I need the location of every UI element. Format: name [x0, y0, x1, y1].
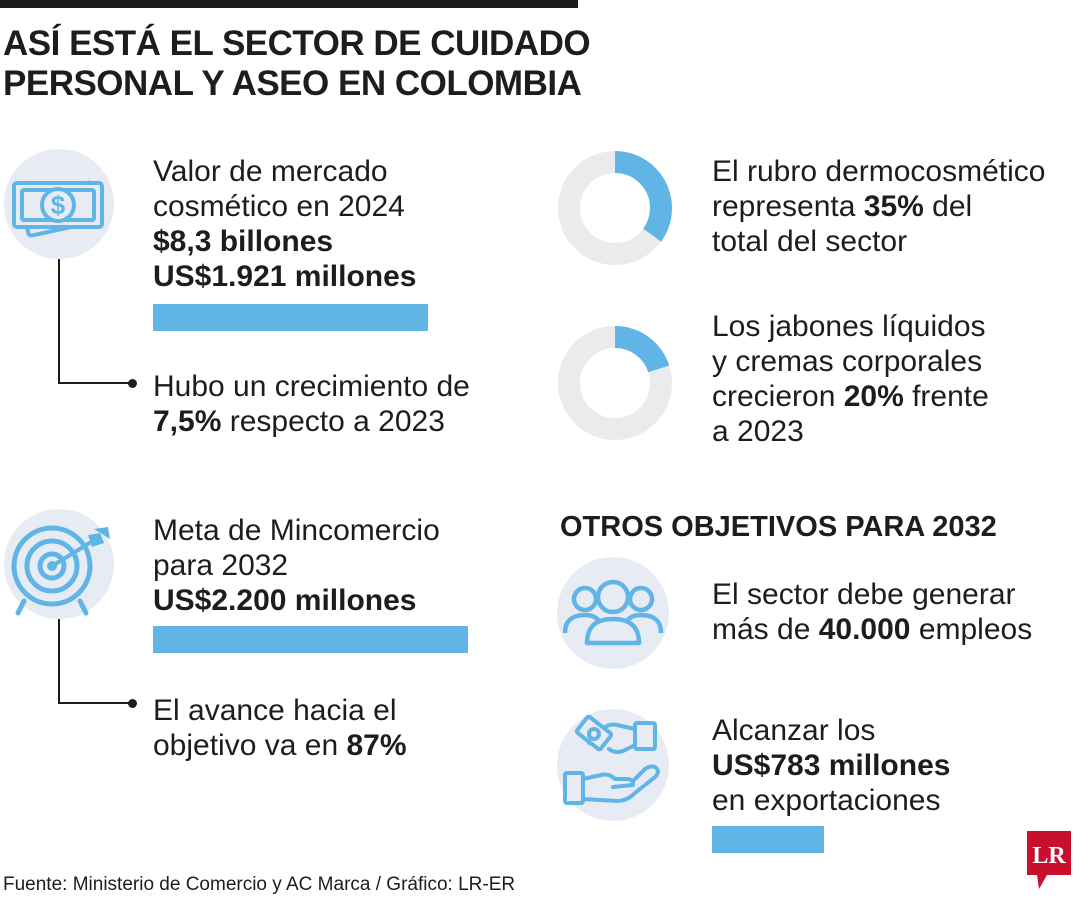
svg-text:$: $: [51, 190, 66, 220]
soaps-line-1: Los jabones líquidos: [712, 310, 986, 343]
market-value-usd: US$1.921 millones: [153, 260, 417, 293]
target-icon: [11, 525, 110, 616]
soaps-line-3-end: frente: [903, 380, 989, 413]
soaps-donut-segment: [558, 326, 672, 440]
dermo-line-3: total del sector: [712, 225, 908, 258]
market-line-2: cosmético en 2024: [153, 190, 405, 223]
progress-line-1: El avance hacia el: [153, 694, 397, 727]
money-hands-icon: [563, 714, 660, 805]
market-value-bar: [153, 304, 428, 331]
connector-dot-2: [128, 699, 137, 708]
exports-line-3: en exportaciones: [712, 784, 941, 817]
soaps-line-3: crecieron 20% frente: [712, 379, 989, 414]
exports-line-1: Alcanzar los: [712, 714, 876, 747]
soaps-donut: [558, 326, 672, 440]
goal-value-usd: US$2.200 millones: [153, 584, 417, 617]
connector-line-2b: [58, 702, 130, 704]
market-value-cop: $8,3 billones: [153, 225, 334, 258]
lr-logo: LR: [1027, 831, 1071, 889]
growth-line-2: 7,5% respecto a 2023: [153, 404, 470, 439]
jobs-text: El sector debe generar más de 40.000 emp…: [712, 577, 1032, 647]
source-credit: Fuente: Ministerio de Comercio y AC Marc…: [3, 874, 516, 895]
dermo-line-2-start: representa: [712, 190, 864, 223]
goal-line-2: para 2032: [153, 549, 289, 582]
market-text: Valor de mercado cosmético en 2024 $8,3 …: [153, 154, 416, 294]
progress-line-2: objetivo va en 87%: [153, 728, 407, 763]
dermo-donut: [558, 151, 672, 265]
jobs-line-1: El sector debe generar: [712, 578, 1016, 611]
money-bill-icon-circle: $: [4, 149, 114, 259]
top-rule: [0, 0, 578, 8]
goal-text: Meta de Mincomercio para 2032 US$2.200 m…: [153, 513, 440, 618]
connector-line-1b: [58, 382, 130, 384]
exports-text: Alcanzar los US$783 millones en exportac…: [712, 713, 950, 818]
market-line-1: Valor de mercado: [153, 155, 388, 188]
exports-value: US$783 millones: [712, 749, 951, 782]
dermo-donut-segment: [558, 151, 672, 265]
people-group-icon: [562, 579, 664, 646]
connector-line-1: [58, 259, 60, 384]
soaps-line-4: a 2023: [712, 415, 804, 448]
target-icon-circle: [4, 509, 114, 619]
growth-line-1: Hubo un crecimiento de: [153, 370, 470, 403]
dermo-pct: 35%: [863, 190, 924, 223]
connector-line-2: [58, 619, 60, 704]
soaps-line-3-start: crecieron: [712, 380, 844, 413]
growth-pct: 7,5%: [153, 405, 222, 438]
progress-text: El avance hacia el objetivo va en 87%: [153, 693, 407, 763]
jobs-line-2-start: más de: [712, 613, 819, 646]
soaps-text: Los jabones líquidos y cremas corporales…: [712, 309, 989, 449]
progress-pct: 87%: [346, 729, 407, 762]
dermo-line-2: representa 35% del: [712, 189, 1045, 224]
soaps-pct: 20%: [843, 380, 904, 413]
soaps-line-2: y cremas corporales: [712, 345, 983, 378]
growth-text: Hubo un crecimiento de 7,5% respecto a 2…: [153, 369, 470, 439]
progress-line-2-start: objetivo va en: [153, 729, 347, 762]
exports-value-bar: [712, 826, 825, 853]
goal-line-1: Meta de Mincomercio: [153, 514, 440, 547]
money-hands-icon-circle: [557, 709, 669, 821]
goal-value-bar: [153, 626, 468, 653]
people-group-icon-circle: [557, 557, 669, 669]
title-line-1: ASÍ ESTÁ EL SECTOR DE CUIDADO: [3, 24, 591, 63]
jobs-value: 40.000: [818, 613, 911, 646]
lr-logo-text: LR: [1032, 843, 1066, 869]
dermo-text: El rubro dermocosmético representa 35% d…: [712, 154, 1045, 259]
title-line-2: PERSONAL Y ASEO EN COLOMBIA: [3, 64, 582, 103]
connector-dot-1: [128, 379, 137, 388]
dermo-line-1: El rubro dermocosmético: [712, 155, 1046, 188]
other-goals-heading: OTROS OBJETIVOS PARA 2032: [560, 511, 997, 543]
growth-line-2-rest: respecto a 2023: [221, 405, 445, 438]
jobs-line-2: más de 40.000 empleos: [712, 612, 1032, 647]
jobs-line-2-end: empleos: [910, 613, 1033, 646]
dermo-line-2-end: del: [923, 190, 973, 223]
page-title: ASÍ ESTÁ EL SECTOR DE CUIDADO PERSONAL Y…: [3, 24, 603, 104]
money-bill-icon: $: [12, 180, 104, 238]
